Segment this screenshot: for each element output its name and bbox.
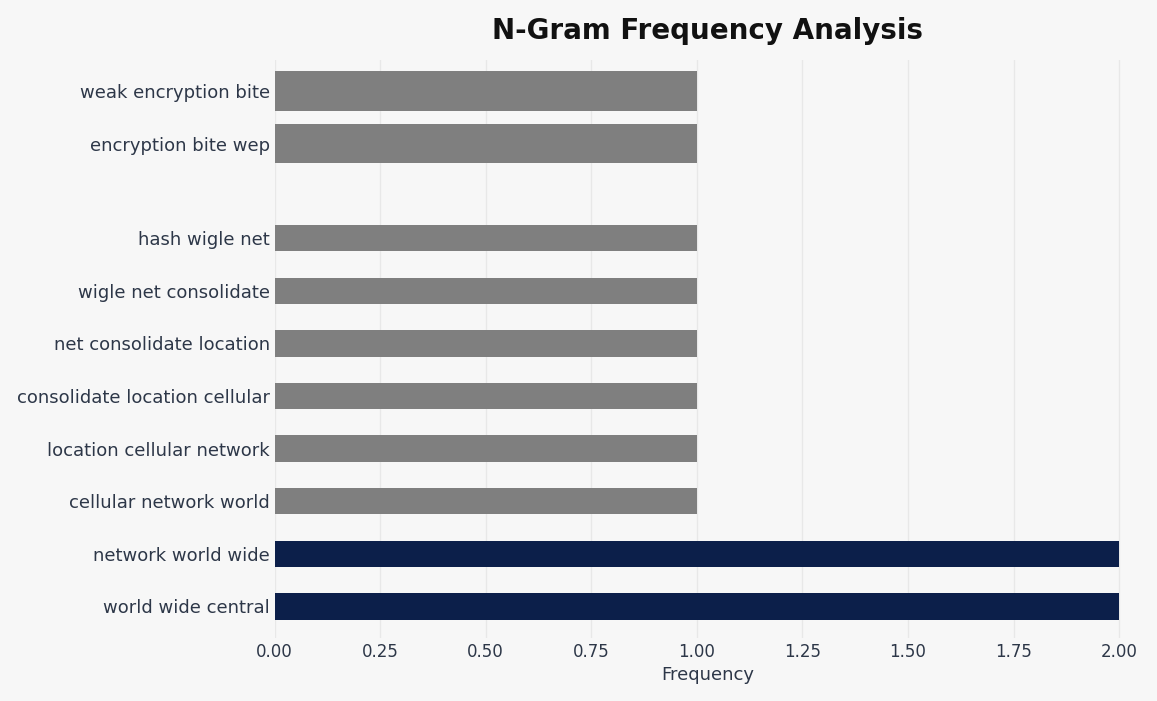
Bar: [274, 488, 697, 515]
X-axis label: Frequency: Frequency: [661, 667, 754, 684]
Bar: [274, 330, 697, 357]
Bar: [274, 593, 1119, 620]
Bar: [274, 540, 1119, 567]
Bar: [274, 72, 697, 111]
Bar: [274, 278, 697, 304]
Bar: [274, 124, 697, 163]
Bar: [274, 435, 697, 462]
Title: N-Gram Frequency Analysis: N-Gram Frequency Analysis: [492, 17, 923, 45]
Bar: [274, 383, 697, 409]
Bar: [274, 225, 697, 252]
